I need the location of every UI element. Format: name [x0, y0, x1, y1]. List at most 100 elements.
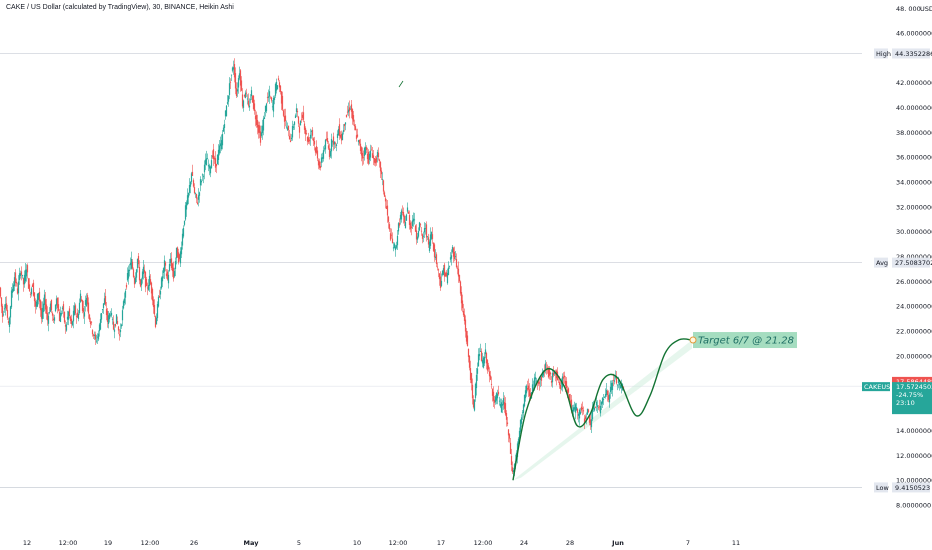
candle-body [445, 272, 448, 277]
candle-body [257, 124, 260, 133]
candle-body [168, 263, 171, 271]
candle-body [388, 224, 391, 230]
candle-body [289, 140, 292, 143]
candle-body [559, 384, 562, 389]
candle-body [195, 194, 198, 199]
candle-body [81, 300, 84, 311]
stat-value: 44.3352286 [895, 50, 932, 58]
candle-body [339, 134, 342, 138]
candle-body [573, 407, 576, 410]
candle-body [359, 143, 362, 152]
candle-body [345, 114, 348, 118]
candle-body [50, 299, 53, 311]
candle-body [77, 313, 80, 319]
candle-body [552, 372, 555, 376]
candle-body [610, 383, 613, 391]
candle-body [114, 323, 117, 327]
candle-body [178, 254, 181, 260]
candle-body [476, 368, 479, 374]
candle-body [453, 252, 456, 260]
y-tick-label: 12.0000000 [896, 452, 932, 460]
stat-value: 27.5083702 [895, 259, 932, 267]
x-tick-label: 5 [297, 539, 301, 547]
candle-body [66, 316, 69, 320]
candle-body [361, 152, 364, 159]
candle-body [101, 309, 104, 310]
candle-body [268, 91, 271, 97]
candle-body [426, 236, 429, 238]
x-tick-label: May [244, 539, 260, 547]
candle-body [256, 119, 259, 128]
candle-body [405, 214, 408, 221]
candle-body [603, 397, 606, 399]
candle-body [318, 161, 321, 168]
stat-value: 9.4150523 [895, 484, 930, 492]
projection-line [512, 338, 693, 481]
candle-body [427, 237, 430, 245]
candle-body [525, 385, 528, 394]
candle-body [349, 108, 352, 110]
candle-body [507, 429, 510, 436]
prev-price-label: 17.5864488 [896, 378, 932, 386]
candle-body [380, 170, 383, 175]
candle-body [246, 98, 249, 100]
candle-body [129, 262, 132, 266]
candle-body [120, 324, 123, 327]
candle-body [213, 157, 216, 160]
price-axis[interactable]: 48. 000 USD 46.0000000 42.0000000 40.0000000… [874, 5, 932, 510]
candle-body [154, 316, 157, 327]
candle-body [259, 131, 262, 143]
candle-body [54, 304, 57, 312]
candle-body [368, 153, 371, 160]
candle-body [43, 294, 46, 306]
candle-body [572, 407, 575, 412]
candle-body [564, 380, 567, 387]
time-axis[interactable]: 12 12:00 19 12:00 26 May 5 10 12:00 17 12:00 24 28 Ju… [23, 539, 740, 547]
candle-body [211, 155, 214, 158]
candle-body [431, 234, 434, 240]
candle-body [571, 409, 574, 412]
candle-body [412, 218, 415, 222]
stat-label-box [874, 48, 888, 59]
candle-body [369, 150, 372, 158]
candle-body [346, 111, 349, 113]
candle-body [308, 139, 311, 142]
candle-body [236, 89, 239, 92]
y-tick-label: 8.0000000 [896, 502, 931, 510]
candle-body [420, 230, 423, 232]
candle-body [293, 121, 296, 125]
candle-body [354, 126, 357, 131]
candle-body [429, 234, 432, 246]
candle-body [403, 216, 406, 223]
candle-body [502, 398, 505, 405]
candle-body [201, 174, 204, 176]
candle-body [328, 148, 331, 157]
candle-body [140, 279, 143, 286]
candle-body [491, 388, 494, 396]
candle-body [284, 115, 287, 122]
candle-body [366, 153, 369, 160]
candle-body [151, 289, 154, 301]
candle-body [618, 383, 621, 386]
candle-body [411, 220, 414, 226]
candle-body [40, 308, 43, 319]
x-tick-label: Jun [611, 539, 624, 547]
candle-body [551, 373, 554, 383]
candle-body [320, 157, 323, 163]
candle-body [191, 171, 194, 176]
candle-body [452, 248, 455, 257]
candle-body [45, 304, 48, 314]
candle-body [385, 206, 388, 210]
candle-body [448, 265, 451, 267]
candle-body [362, 157, 365, 159]
candle-body [504, 403, 507, 415]
candle-body [321, 157, 324, 159]
candle-body [76, 312, 79, 318]
candle-body [216, 154, 219, 165]
candle-body [325, 139, 328, 141]
candle-body [612, 379, 615, 381]
candle-body [173, 271, 176, 277]
candle-body [12, 284, 15, 292]
candle-body [196, 202, 199, 204]
